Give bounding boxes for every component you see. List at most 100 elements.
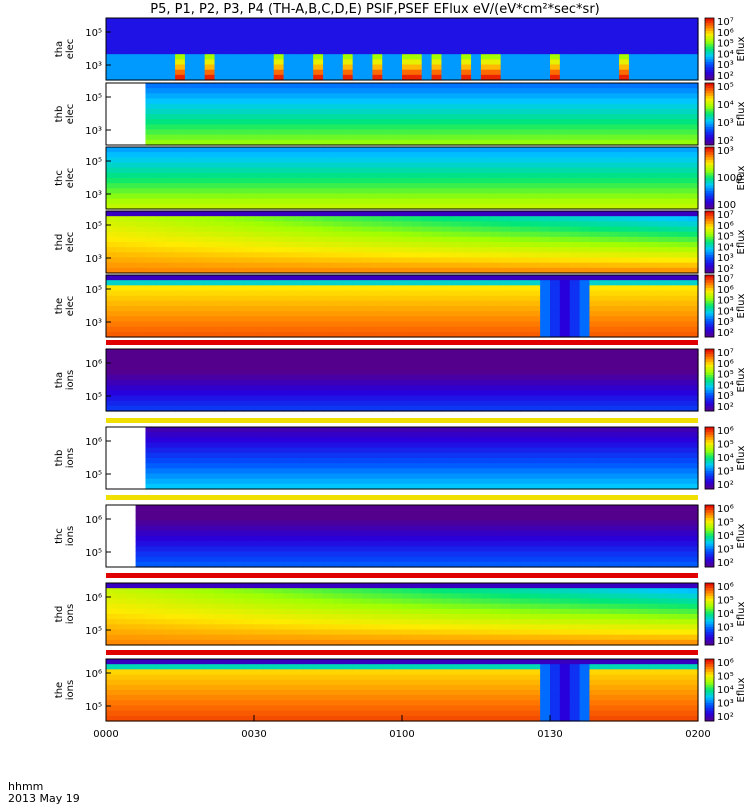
heatmap-cell — [234, 183, 244, 189]
heatmap-cell — [491, 135, 501, 141]
heatmap-cell — [402, 375, 412, 381]
heatmap-cell — [185, 54, 195, 60]
heatmap-cell — [501, 124, 511, 130]
heatmap-cell — [205, 59, 215, 65]
heatmap-cell — [284, 70, 294, 76]
heatmap-cell — [116, 396, 126, 402]
heatmap-cell — [145, 311, 155, 317]
heatmap-cell — [402, 65, 412, 71]
heatmap-cell — [589, 34, 599, 40]
heatmap-cell — [372, 275, 382, 281]
heatmap-cell — [649, 28, 659, 34]
heatmap-cell — [550, 306, 560, 312]
heatmap-cell — [363, 468, 373, 474]
heatmap-cell — [471, 247, 481, 253]
heatmap-cell — [175, 458, 185, 464]
heatmap-cell — [234, 109, 244, 115]
heatmap-cell — [659, 396, 669, 402]
heatmap-cell — [619, 291, 629, 297]
heatmap-cell — [195, 432, 205, 438]
heatmap-cell — [323, 375, 333, 381]
heatmap-cell — [609, 65, 619, 71]
heatmap-cell — [185, 258, 195, 264]
heatmap-cell — [303, 88, 313, 94]
heatmap-cell — [136, 247, 146, 253]
heatmap-cell — [501, 322, 511, 328]
heatmap-cell — [284, 59, 294, 65]
heatmap-cell — [609, 396, 619, 402]
heatmap-cell — [678, 178, 688, 184]
heatmap-cell — [234, 316, 244, 322]
heatmap-cell — [224, 242, 234, 248]
heatmap-cell — [481, 227, 491, 233]
heatmap-cell — [589, 93, 599, 99]
heatmap-cell — [145, 349, 155, 355]
heatmap-cell — [402, 316, 412, 322]
heatmap-cell — [145, 316, 155, 322]
heatmap-cell — [629, 147, 639, 153]
heatmap-cell — [451, 349, 461, 355]
heatmap-cell — [392, 18, 402, 24]
heatmap-cell — [205, 178, 215, 184]
heatmap-cell — [688, 396, 698, 402]
heatmap-cell — [649, 252, 659, 258]
heatmap-cell — [412, 479, 422, 485]
heatmap-cell — [234, 54, 244, 60]
heatmap-cell — [165, 258, 175, 264]
heatmap-cell — [382, 311, 392, 317]
heatmap-cell — [432, 221, 442, 227]
heatmap-cell — [441, 437, 451, 443]
heatmap-cell — [136, 49, 146, 55]
heatmap-cell — [530, 109, 540, 115]
heatmap-cell — [106, 242, 116, 248]
heatmap-cell — [333, 263, 343, 269]
heatmap-cell — [580, 124, 590, 130]
heatmap-cell — [570, 349, 580, 355]
heatmap-cell — [589, 173, 599, 179]
heatmap-cell — [392, 365, 402, 371]
heatmap-cell — [284, 65, 294, 71]
heatmap-cell — [205, 194, 215, 200]
heatmap-cell — [254, 227, 264, 233]
heatmap-cell — [343, 280, 353, 286]
heatmap-cell — [382, 252, 392, 258]
heatmap-cell — [382, 453, 392, 459]
heatmap-cell — [491, 59, 501, 65]
heatmap-cell — [382, 18, 392, 24]
heatmap-cell — [155, 365, 165, 371]
heatmap-cell — [392, 242, 402, 248]
heatmap-cell — [550, 114, 560, 120]
heatmap-cell — [244, 285, 254, 291]
heatmap-cell — [353, 227, 363, 233]
heatmap-cell — [511, 252, 521, 258]
heatmap-cell — [412, 306, 422, 312]
heatmap-cell — [126, 359, 136, 365]
heatmap-cell — [688, 327, 698, 333]
heatmap-cell — [372, 104, 382, 110]
heatmap-cell — [254, 427, 264, 433]
heatmap-cell — [678, 327, 688, 333]
heatmap-cell — [540, 370, 550, 376]
heatmap-cell — [165, 401, 175, 407]
heatmap-cell — [530, 401, 540, 407]
heatmap-cell — [668, 23, 678, 29]
heatmap-cell — [461, 70, 471, 76]
heatmap-cell — [205, 443, 215, 449]
heatmap-cell — [136, 316, 146, 322]
heatmap-cell — [372, 427, 382, 433]
heatmap-cell — [382, 232, 392, 238]
heatmap-cell — [145, 221, 155, 227]
heatmap-cell — [668, 258, 678, 264]
heatmap-cell — [392, 163, 402, 169]
heatmap-cell — [441, 327, 451, 333]
heatmap-cell — [530, 147, 540, 153]
heatmap-cell — [284, 232, 294, 238]
panel-species-label: elec — [65, 232, 76, 253]
heatmap-cell — [540, 296, 550, 302]
heatmap-cell — [688, 23, 698, 29]
heatmap-cell — [254, 83, 264, 89]
heatmap-cell — [659, 93, 669, 99]
heatmap-cell — [165, 242, 175, 248]
heatmap-cell — [165, 396, 175, 402]
heatmap-cell — [126, 183, 136, 189]
